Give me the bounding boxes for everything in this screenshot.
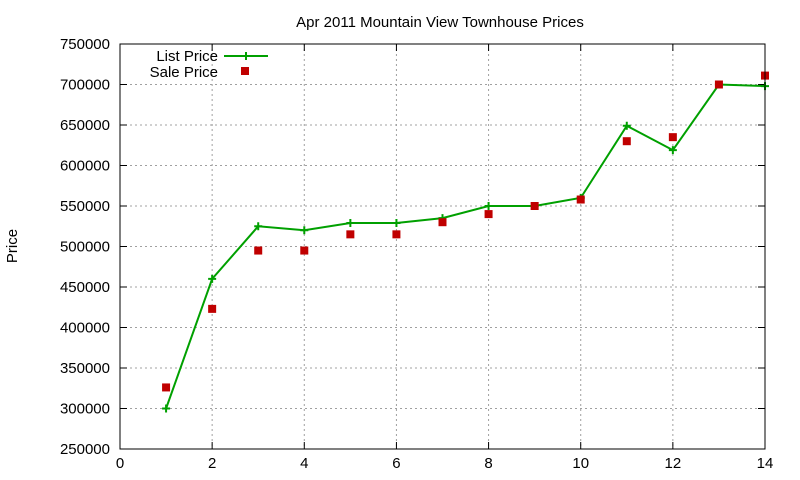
legend-label-sale-price: Sale Price bbox=[150, 64, 218, 81]
sale-price-point bbox=[392, 230, 401, 239]
y-tick-label: 450000 bbox=[60, 279, 110, 296]
sale-price-point bbox=[300, 246, 309, 255]
x-tick-label: 12 bbox=[665, 455, 682, 472]
x-tick-label: 8 bbox=[484, 455, 492, 472]
legend-label-list-price: List Price bbox=[156, 48, 218, 65]
x-tick-label: 6 bbox=[392, 455, 400, 472]
legend-list-price-marker bbox=[242, 52, 250, 60]
list-price-point bbox=[300, 226, 309, 235]
y-tick-label: 600000 bbox=[60, 158, 110, 175]
list-price-point bbox=[622, 121, 631, 130]
sale-price-point bbox=[530, 202, 539, 210]
legend-sale-price-marker bbox=[241, 67, 249, 75]
y-tick-label: 400000 bbox=[60, 320, 110, 337]
y-tick-label: 650000 bbox=[60, 117, 110, 134]
y-tick-label: 500000 bbox=[60, 239, 110, 256]
x-tick-label: 10 bbox=[572, 455, 589, 472]
list-price-point bbox=[668, 146, 677, 155]
x-tick-label: 2 bbox=[208, 455, 216, 472]
list-price-point bbox=[484, 202, 493, 210]
list-price-point bbox=[254, 222, 263, 231]
chart-title: Apr 2011 Mountain View Townhouse Prices bbox=[296, 14, 584, 31]
list-price-point bbox=[162, 404, 171, 413]
list-price-point bbox=[346, 219, 355, 228]
plot-frame bbox=[119, 43, 766, 450]
sale-price-series bbox=[162, 71, 769, 392]
y-tick-label: 550000 bbox=[60, 198, 110, 215]
sale-price-point bbox=[438, 218, 447, 227]
list-price-point bbox=[208, 274, 217, 283]
x-tick-label: 14 bbox=[757, 455, 774, 472]
y-axis-label: Price bbox=[4, 229, 21, 263]
sale-price-point bbox=[714, 80, 723, 89]
sale-price-point bbox=[162, 383, 171, 392]
y-tick-label: 300000 bbox=[60, 401, 110, 418]
sale-price-point bbox=[622, 137, 631, 146]
y-tick-label: 700000 bbox=[60, 77, 110, 94]
sale-price-point bbox=[668, 133, 677, 142]
legend: List Price Sale Price bbox=[150, 48, 268, 81]
sale-price-point bbox=[208, 304, 217, 313]
list-price-line bbox=[165, 83, 766, 409]
x-tick-label: 4 bbox=[300, 455, 308, 472]
sale-price-point bbox=[484, 210, 493, 219]
axis-ticks: 250000 300000 350000 400000 450000 500000 5500… bbox=[60, 36, 773, 472]
list-price-point bbox=[392, 219, 401, 228]
y-tick-label: 350000 bbox=[60, 360, 110, 377]
sale-price-point bbox=[346, 230, 355, 239]
y-tick-label: 250000 bbox=[60, 441, 110, 458]
sale-price-point bbox=[576, 195, 585, 204]
sale-price-point bbox=[254, 246, 263, 255]
grid bbox=[120, 44, 765, 449]
x-tick-label: 0 bbox=[116, 455, 124, 472]
y-tick-label: 750000 bbox=[60, 36, 110, 53]
